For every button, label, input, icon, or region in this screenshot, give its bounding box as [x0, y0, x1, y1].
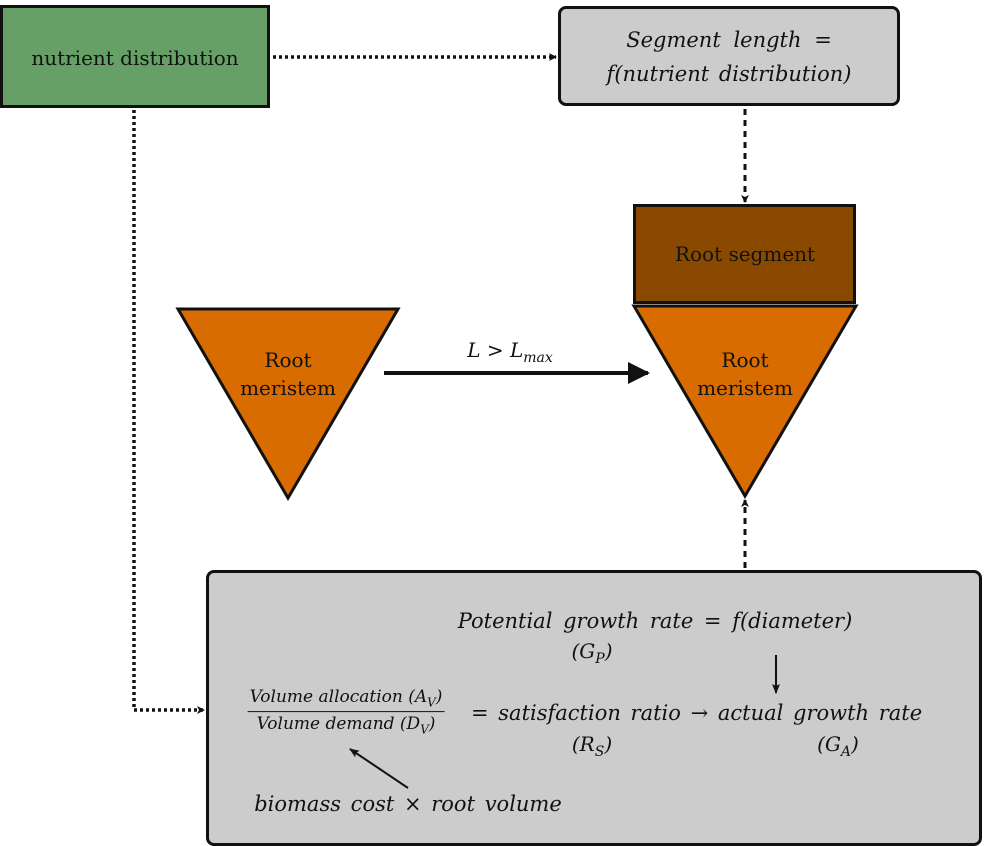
rs-label: (RS) — [571, 732, 613, 760]
fraction-numerator: Volume allocation (AV) — [247, 687, 445, 713]
root-meristem-left-label-line2: meristem — [240, 376, 336, 400]
nutrient-distribution-label: nutrient distribution — [31, 46, 239, 70]
arrow-nutrient-to-growth-box — [132, 110, 205, 714]
root-segment-label: Root segment — [674, 242, 816, 266]
root-meristem-right-label-line2: meristem — [697, 376, 793, 400]
arrow-biomass-to-allocation — [349, 748, 409, 789]
satisfaction-fraction: Volume allocation (AV) Volume demand (DV… — [247, 687, 445, 737]
segment-length-box — [558, 6, 900, 106]
segment-length-label-line1: Segment length = — [626, 28, 832, 52]
potential-growth-label: Potential growth rate = f(diameter) — [457, 609, 853, 633]
root-meristem-right-label-line1: Root — [721, 348, 769, 372]
root-meristem-left-shape — [175, 307, 401, 501]
gp-label: (GP) — [571, 639, 613, 667]
root-meristem-right-shape — [631, 304, 859, 499]
threshold-label: L > Lmax — [467, 338, 553, 366]
root-segment-box — [633, 204, 856, 304]
root-meristem-left-label-line1: Root — [264, 348, 312, 372]
satisfaction-equation: = satisfaction ratio → actual growth rat… — [471, 701, 923, 725]
ga-label: (GA) — [817, 732, 859, 760]
growth-rate-box — [206, 570, 982, 846]
nutrient-distribution-box — [0, 5, 270, 108]
segment-length-label-line2: f(nutrient distribution) — [606, 62, 852, 86]
biomass-label: biomass cost × root volume — [254, 792, 562, 816]
fraction-denominator: Volume demand (DV) — [256, 714, 436, 737]
